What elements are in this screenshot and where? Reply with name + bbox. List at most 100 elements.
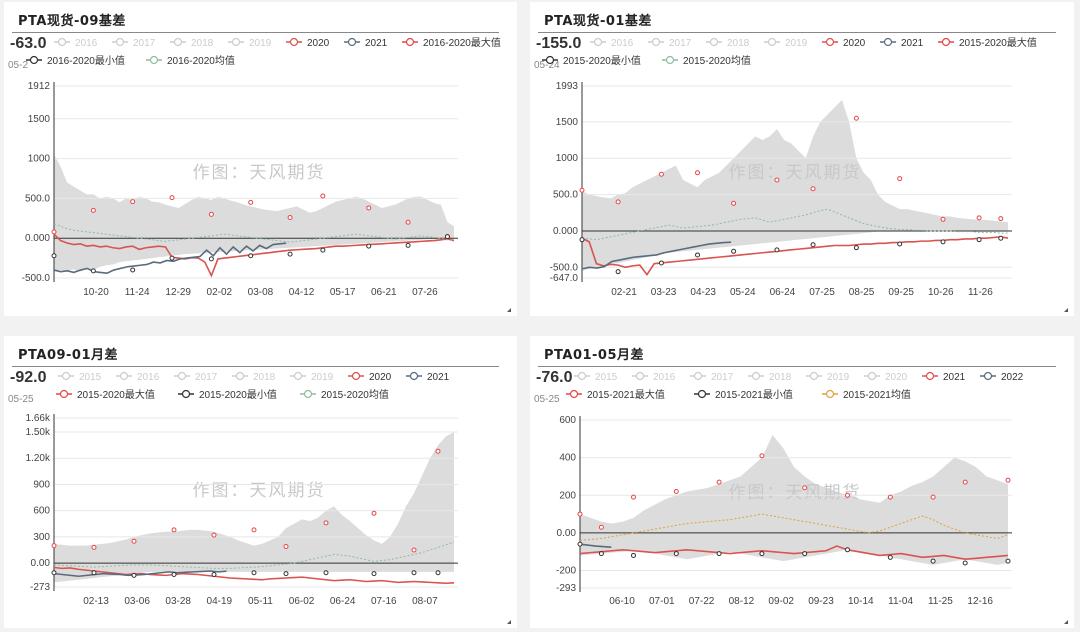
legend-marker-icon	[303, 389, 313, 399]
y-tick-label: 600	[559, 415, 576, 426]
resize-handle[interactable]	[1064, 308, 1068, 312]
legend-item-label: 2019	[827, 372, 850, 383]
max-marker	[1005, 477, 1011, 483]
y-tick-label: 1500	[556, 117, 579, 128]
x-tick-label: 04-23	[690, 287, 716, 298]
legend-marker-icon	[593, 37, 603, 47]
y-tick-label: 1.20k	[26, 453, 51, 464]
series-line	[53, 233, 455, 278]
x-tick-label: 09-25	[888, 287, 914, 298]
title-divider	[538, 366, 1056, 367]
chart-panel-2: PTA现货-01基差 -155.0 05-24 作图：天风期货 1993 1500 1…	[530, 2, 1074, 316]
legend-item-label: 2015-2020最小值	[199, 388, 277, 401]
legend-marker-icon	[767, 37, 777, 47]
y-tick-label: 1500	[28, 114, 51, 125]
legend-marker-icon	[709, 37, 719, 47]
min-marker	[171, 571, 177, 577]
legend-item-label: 2015-2020最大值	[77, 388, 155, 401]
max-marker	[962, 479, 968, 485]
series-line	[53, 541, 455, 569]
legend-marker-icon	[149, 55, 159, 65]
max-marker	[579, 187, 585, 193]
watermark-text: 作图：天风期货	[729, 163, 862, 183]
legend-marker-icon	[751, 371, 761, 381]
series-line	[579, 543, 612, 548]
min-marker	[51, 570, 57, 576]
max-marker	[90, 207, 96, 213]
min-marker	[887, 554, 893, 560]
x-tick-label: 04-12	[289, 287, 315, 298]
max-marker	[208, 211, 214, 217]
range-band	[54, 154, 454, 272]
series-line	[581, 235, 1009, 276]
max-marker	[51, 543, 57, 549]
min-marker	[631, 552, 636, 558]
x-tick-label: 07-26	[412, 287, 438, 298]
x-tick-label: 05-17	[330, 287, 356, 298]
resize-handle[interactable]	[507, 308, 511, 312]
max-marker	[673, 488, 679, 494]
current-date: 05-24	[534, 60, 560, 71]
legend-item-label: 2017	[711, 372, 734, 383]
x-tick-label: 06-24	[770, 287, 796, 298]
min-marker	[411, 570, 417, 576]
x-tick-label: 11-25	[928, 596, 953, 607]
series-line	[579, 545, 1009, 561]
y-tick-label: -200	[556, 566, 576, 577]
x-tick-label: 06-24	[330, 596, 356, 607]
legend-marker-icon	[119, 371, 129, 381]
x-tick-label: 02-02	[207, 287, 233, 298]
x-tick-label: 12-29	[165, 287, 191, 298]
resize-handle[interactable]	[1064, 620, 1068, 624]
legend-marker-icon	[577, 371, 587, 381]
min-marker	[853, 245, 859, 251]
max-marker	[598, 524, 604, 530]
max-marker	[91, 544, 97, 550]
chart-panel-1: PTA现货-09基差 -63.0 05-2 作图：天风期货 1912 1500 100…	[4, 2, 517, 316]
current-value: -155.0	[536, 35, 582, 52]
y-tick-label: -273	[30, 582, 50, 593]
y-tick-label: 1912	[28, 81, 51, 92]
current-date: 05-2	[8, 60, 29, 71]
max-marker	[615, 199, 621, 205]
y-tick-label: 0.00	[31, 558, 51, 569]
legend-item-label: 2018	[191, 38, 214, 49]
x-tick-label: 02-13	[83, 596, 109, 607]
min-marker	[323, 570, 329, 576]
min-marker	[658, 260, 664, 266]
x-tick-label: 10-14	[848, 596, 874, 607]
legend-item-label: 2022	[1001, 372, 1024, 383]
max-marker	[658, 171, 664, 177]
min-marker	[371, 571, 377, 577]
legend-marker-icon	[61, 371, 71, 381]
min-marker	[759, 551, 765, 557]
resize-handle[interactable]	[507, 620, 511, 624]
min-marker	[998, 235, 1004, 241]
legend-item-label: 2017	[133, 38, 156, 49]
legend-marker-icon	[115, 37, 125, 47]
legend-marker-icon	[825, 37, 835, 47]
legend-item-label: 2020	[885, 372, 908, 383]
legend-item-label: 2016-2020最大值	[423, 36, 501, 49]
max-marker	[810, 186, 816, 192]
min-marker	[802, 551, 808, 557]
max-marker	[169, 195, 175, 201]
legend-marker-icon	[57, 37, 67, 47]
min-marker	[444, 234, 450, 240]
min-marker	[283, 571, 289, 577]
legend-item-label: 2018	[769, 372, 792, 383]
series-line	[53, 570, 227, 578]
legend-marker-icon	[173, 37, 183, 47]
x-tick-label: 09-23	[808, 596, 834, 607]
x-tick-label: 05-11	[248, 596, 273, 607]
max-marker	[853, 115, 859, 121]
y-tick-label: -647.0	[550, 273, 579, 284]
max-marker	[976, 215, 982, 221]
x-tick-label: 11-26	[968, 287, 993, 298]
legend-marker-icon	[941, 37, 951, 47]
legend-marker-icon	[697, 389, 707, 399]
panel-title: PTA01-05月差	[544, 348, 645, 363]
panel-title: PTA09-01月差	[18, 348, 119, 363]
min-marker	[579, 237, 585, 243]
chart-panel-4: PTA01-05月差 -76.0 05-25 作图：天风期货 600 400 200 0…	[530, 336, 1074, 628]
